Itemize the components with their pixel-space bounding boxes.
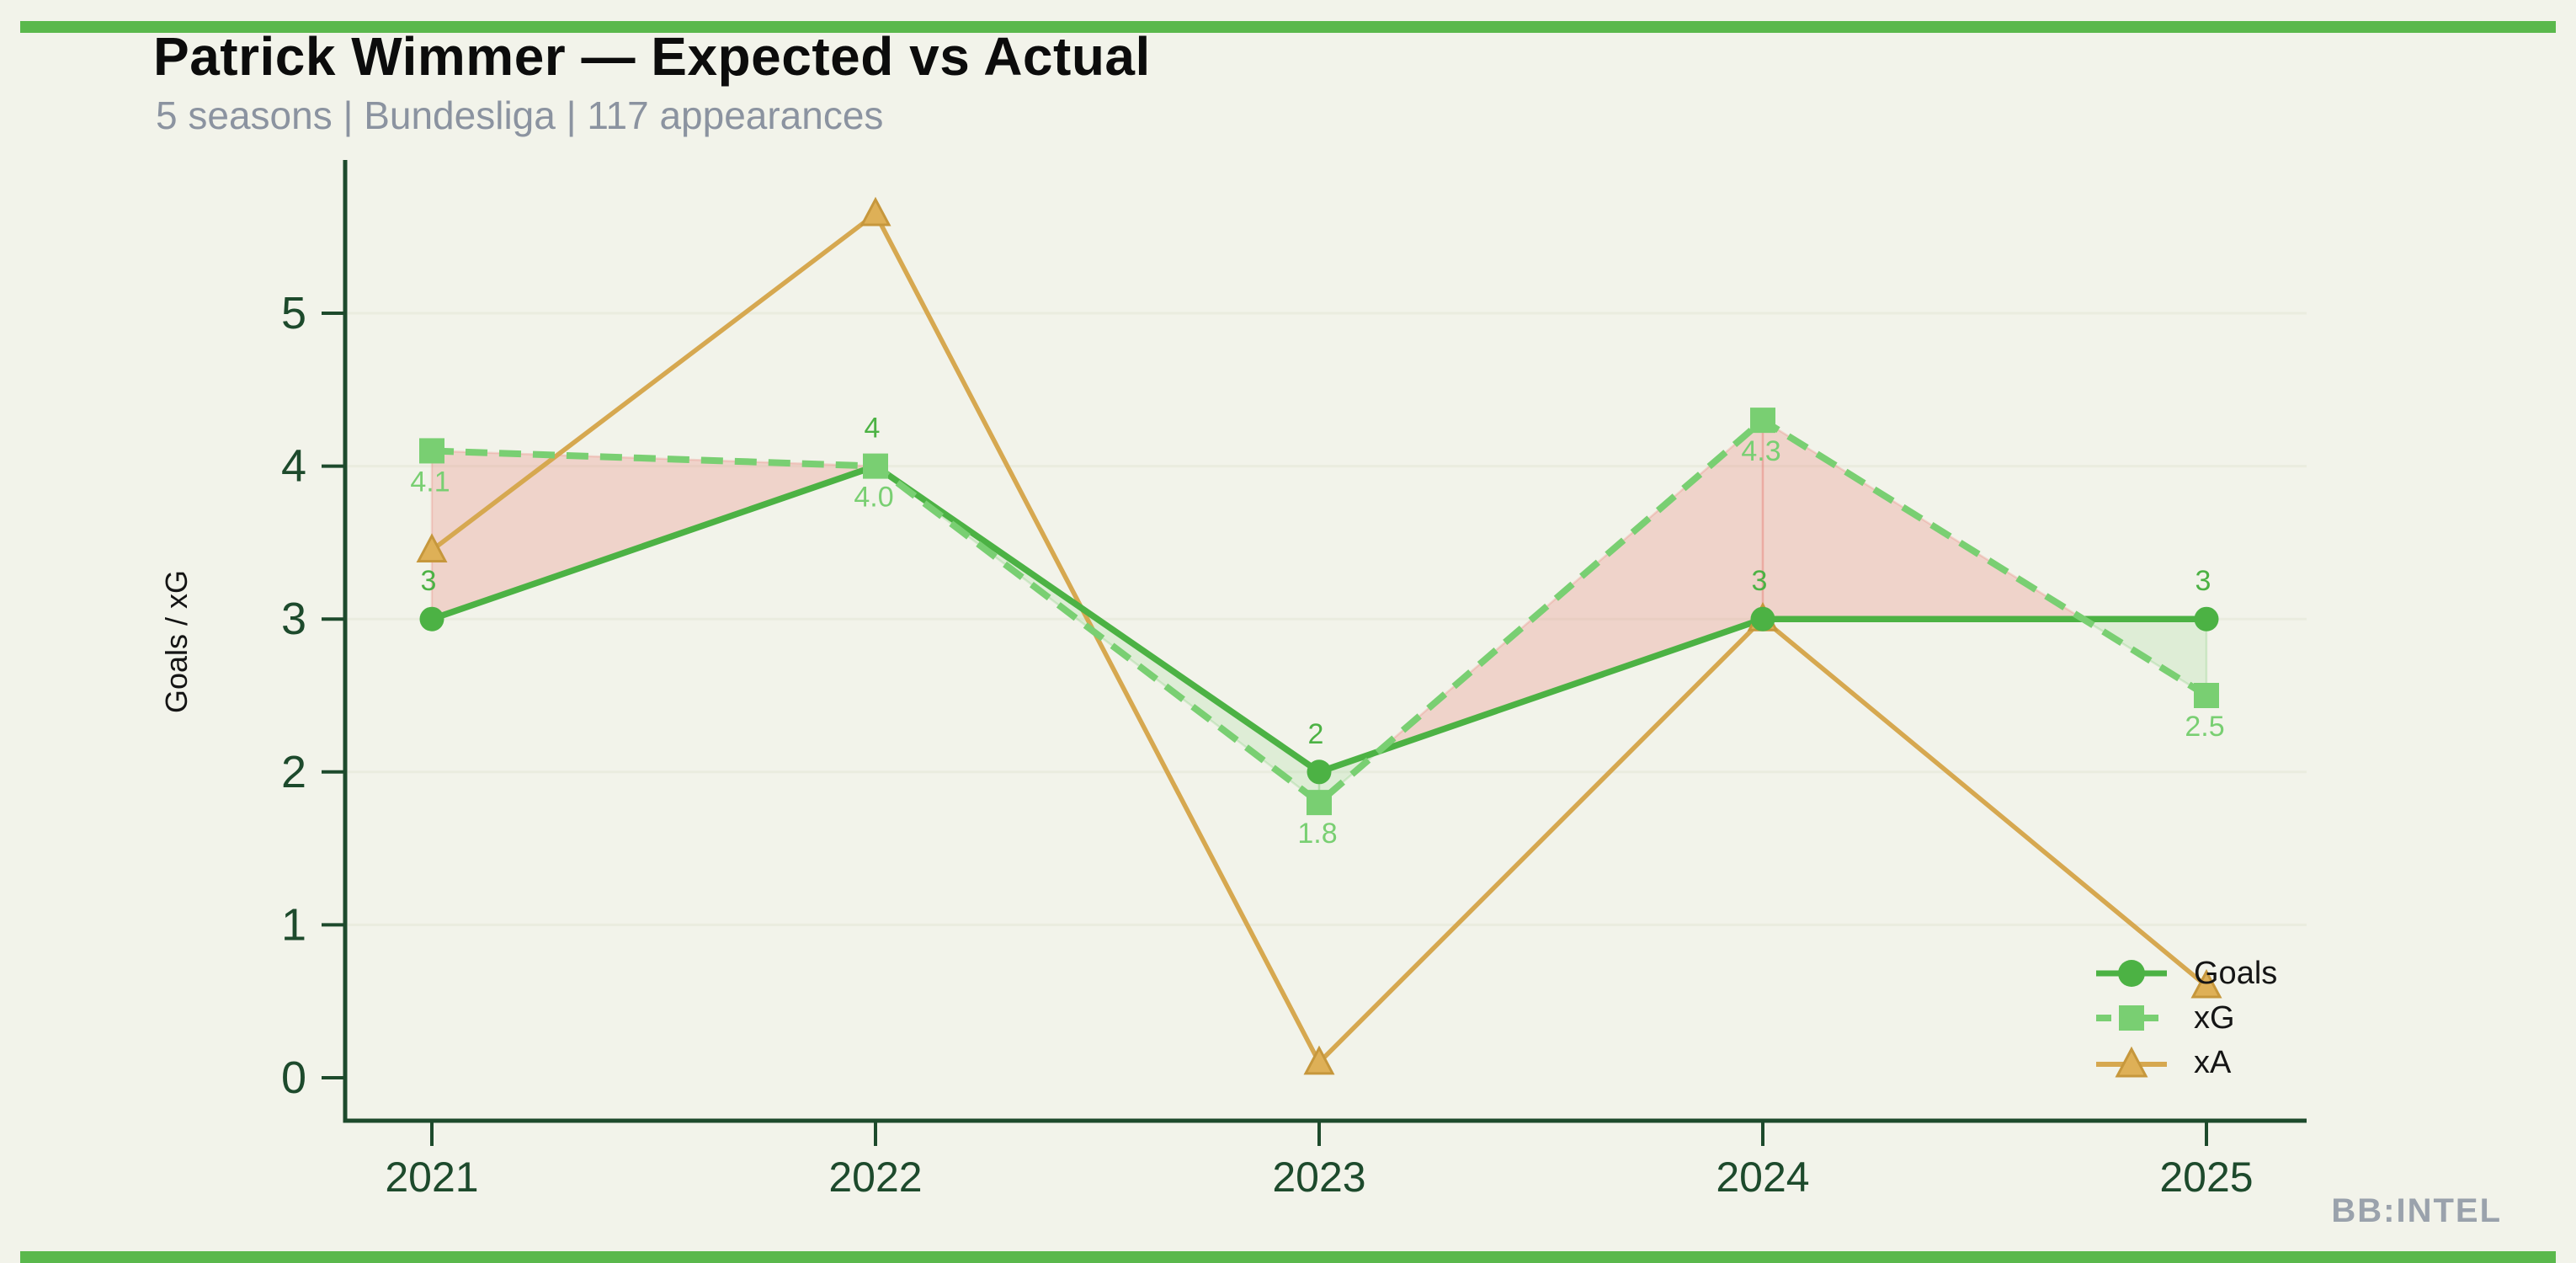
xg-marker-square	[863, 453, 888, 479]
y-tick-label: 4	[281, 441, 306, 492]
chart-legend: Goals xG xA	[2094, 957, 2277, 1079]
legend-item-goals: Goals	[2094, 957, 2277, 990]
y-tick-label: 1	[281, 899, 306, 950]
xg-line	[431, 417, 2209, 807]
legend-label-xg: xG	[2194, 1000, 2235, 1036]
axes-layer: 0 1 2 3 4 5 2021 2022 2023 2024 2025	[281, 160, 2307, 1201]
point-labels-layer: 3 4 2 3 3 4.1 4.0 1.8 4.3 2.5	[410, 413, 2224, 850]
goals-point-label: 2	[1308, 718, 1324, 750]
x-tick-label: 2023	[1272, 1154, 1365, 1201]
legend-item-xg: xG	[2094, 1001, 2277, 1035]
x-tick-label: 2021	[385, 1154, 478, 1201]
y-tick-label: 0	[281, 1052, 306, 1103]
page-title: Patrick Wimmer — Expected vs Actual	[153, 26, 1151, 87]
goals-point-label: 3	[2195, 565, 2211, 597]
y-tick-label: 2	[281, 747, 306, 797]
series-markers-layer	[416, 196, 2222, 1075]
xg-point-label: 2.5	[2185, 711, 2224, 743]
legend-item-xa: xA	[2094, 1046, 2277, 1079]
top-accent-bar	[20, 21, 2556, 33]
y-tick-label: 3	[281, 594, 306, 644]
x-tick-label: 2022	[828, 1154, 922, 1201]
x-tick-label: 2025	[2159, 1154, 2253, 1201]
xg-marker-square	[1750, 408, 1775, 434]
grid-layer	[348, 312, 2307, 926]
xa-triangle-icon	[2096, 1046, 2167, 1078]
xg-point-label: 4.1	[410, 466, 450, 498]
series-lines-layer	[428, 211, 2210, 1065]
goals-marker-circle	[419, 606, 444, 632]
xa-marker-triangle	[1303, 1045, 1335, 1075]
xg-marker-square	[1307, 790, 1332, 816]
goals-marker-circle	[1307, 759, 1332, 785]
xg-marker-square	[2194, 683, 2219, 708]
page-subtitle: 5 seasons | Bundesliga | 117 appearances	[156, 93, 884, 137]
y-axis-label: Goals / xG	[159, 570, 194, 713]
watermark-logo: BB:INTEL	[2331, 1192, 2502, 1229]
xa-marker-triangle	[860, 196, 891, 226]
xa-marker-triangle	[416, 533, 448, 562]
goals-point-label: 3	[421, 565, 437, 597]
xa-marker-triangle	[2190, 968, 2222, 999]
xg-dashed-square-icon	[2096, 1005, 2167, 1031]
y-tick-label: 5	[281, 288, 306, 338]
x-tick-label: 2024	[1716, 1154, 1809, 1201]
xg-point-label: 4.3	[1741, 435, 1780, 467]
goals-point-label: 4	[865, 413, 881, 445]
goals-point-label: 3	[1752, 565, 1768, 597]
xg-marker-square	[419, 438, 444, 464]
bottom-accent-bar	[20, 1251, 2556, 1263]
goals-marker-circle	[1750, 606, 1775, 632]
goals-line-circle-icon	[2096, 960, 2167, 987]
xa-line	[430, 211, 2208, 1065]
xg-point-label: 4.0	[854, 482, 893, 514]
legend-label-xa: xA	[2194, 1045, 2232, 1080]
goals-marker-circle	[2194, 606, 2219, 632]
legend-label-goals: Goals	[2194, 956, 2278, 991]
xg-point-label: 1.8	[1297, 818, 1337, 850]
